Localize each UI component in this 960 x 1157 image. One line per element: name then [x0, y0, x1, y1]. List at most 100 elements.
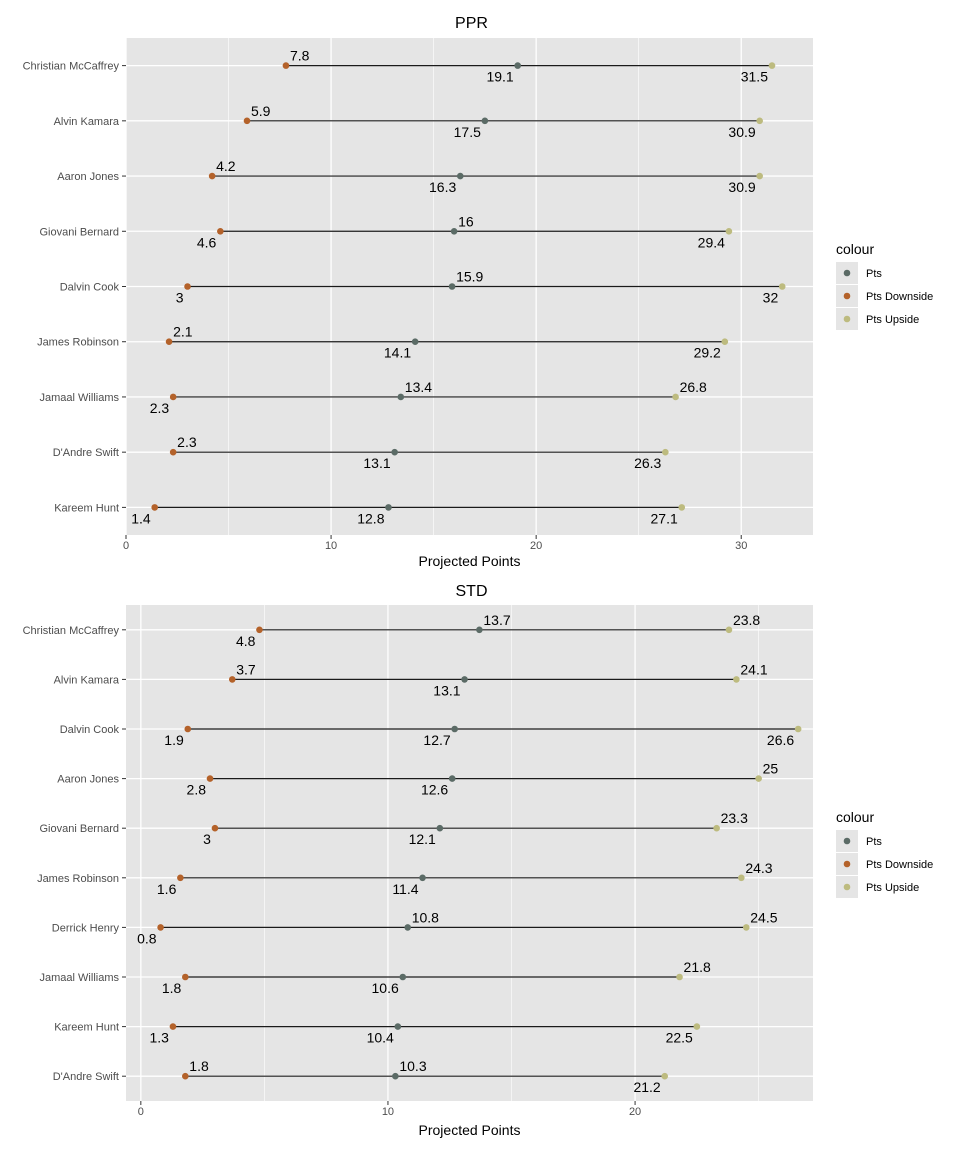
data-label-pts-upside: 21.8: [684, 959, 711, 975]
data-label-pts-downside: 2.3: [150, 400, 170, 416]
data-label-pts: 11.4: [392, 881, 418, 897]
legend-key-point: [843, 315, 851, 323]
legend-label: Pts Downside: [866, 859, 933, 871]
data-label-pts-upside: 24.3: [745, 860, 772, 876]
data-label-pts-upside: 29.2: [694, 345, 721, 361]
data-label-pts-downside: 4.6: [197, 234, 217, 250]
point-pts-upside: [755, 775, 762, 782]
point-pts-upside: [756, 172, 763, 180]
y-tick-label: Christian McCaffrey: [23, 61, 120, 73]
data-label-pts-downside: 1.6: [157, 881, 177, 897]
point-pts-upside: [713, 824, 720, 832]
data-label-pts-upside: 27.1: [651, 510, 678, 526]
point-pts-upside: [678, 504, 686, 511]
point-pts-downside: [169, 393, 177, 401]
legend-label: Pts Upside: [866, 882, 919, 894]
y-tick-label: Jamaal Williams: [40, 972, 120, 984]
data-label-pts-downside: 5.9: [251, 103, 271, 119]
y-tick-label: James Robinson: [37, 337, 119, 349]
point-pts-downside: [228, 676, 236, 683]
point-pts-downside: [182, 973, 189, 981]
data-label-pts-upside: 24.1: [740, 661, 767, 677]
point-pts-downside: [169, 1023, 177, 1030]
legend-key-point: [843, 269, 851, 277]
x-tick-label: 30: [735, 540, 747, 552]
legend-label: Pts: [866, 836, 882, 848]
data-label-pts: 12.6: [421, 782, 448, 798]
y-tick-label: Jamaal Williams: [40, 392, 120, 404]
point-pts-upside: [693, 1023, 701, 1030]
data-label-pts-downside: 4.8: [236, 633, 256, 649]
point-pts-upside: [662, 448, 669, 456]
point-pts-upside: [725, 227, 733, 235]
point-pts-upside: [794, 725, 802, 733]
data-label-pts-downside: 7.8: [290, 48, 310, 64]
y-tick-label: Alvin Kamara: [54, 116, 120, 128]
data-label-pts-upside: 31.5: [741, 69, 768, 85]
data-label-pts: 12.7: [423, 732, 450, 748]
data-label-pts-upside: 23.3: [721, 810, 748, 826]
y-tick-label: Aaron Jones: [57, 774, 119, 786]
point-pts-downside: [184, 283, 191, 290]
point-pts: [450, 227, 458, 235]
point-pts-upside: [756, 117, 763, 125]
legend-label: Pts Downside: [866, 291, 933, 303]
point-pts: [461, 676, 468, 683]
data-label-pts-downside: 2.1: [173, 324, 193, 340]
point-pts: [451, 725, 458, 733]
data-label-pts-upside: 21.2: [633, 1079, 660, 1095]
y-tick-label: Giovani Bernard: [40, 226, 120, 238]
data-label-pts-upside: 26.6: [767, 732, 794, 748]
data-label-pts-upside: 30.9: [728, 124, 755, 140]
point-pts-downside: [282, 62, 290, 69]
x-tick-label: 10: [325, 540, 337, 552]
point-pts-downside: [184, 725, 192, 733]
data-label-pts: 13.4: [405, 379, 432, 395]
x-tick-label: 20: [530, 540, 542, 552]
data-label-pts: 13.1: [433, 682, 460, 698]
point-pts-upside: [778, 283, 786, 290]
legend-key-point: [843, 837, 851, 845]
point-pts: [436, 824, 444, 832]
point-pts: [448, 775, 456, 782]
data-label-pts: 14.1: [384, 345, 411, 361]
y-tick-label: Kareem Hunt: [54, 1022, 119, 1034]
chart-title: PPR: [455, 15, 488, 32]
data-label-pts-downside: 1.8: [189, 1058, 209, 1074]
y-tick-label: Dalvin Cook: [60, 282, 120, 294]
x-tick-label: 10: [382, 1106, 394, 1118]
legend-key-point: [843, 292, 851, 300]
point-pts-downside: [165, 338, 173, 346]
point-pts-upside: [661, 1072, 669, 1080]
point-pts: [394, 1023, 402, 1030]
data-label-pts: 10.4: [367, 1030, 394, 1046]
legend-label: Pts Upside: [866, 314, 919, 326]
point-pts: [411, 338, 419, 346]
point-pts: [404, 924, 412, 931]
data-label-pts: 12.1: [409, 831, 436, 847]
data-label-pts-downside: 3: [203, 831, 211, 847]
y-tick-label: Alvin Kamara: [54, 674, 120, 686]
point-pts: [476, 626, 483, 634]
point-pts-downside: [206, 775, 214, 782]
data-label-pts-upside: 29.4: [698, 234, 725, 250]
point-pts-downside: [243, 117, 251, 125]
point-pts-upside: [738, 874, 745, 882]
y-tick-label: Dalvin Cook: [60, 724, 120, 736]
y-tick-label: Aaron Jones: [57, 171, 119, 183]
y-tick-label: James Robinson: [37, 873, 119, 885]
point-pts-downside: [208, 172, 216, 180]
data-label-pts-downside: 3.7: [236, 661, 256, 677]
data-label-pts: 10.6: [372, 980, 399, 996]
point-pts: [392, 1072, 399, 1080]
legend-label: Pts: [866, 268, 882, 280]
point-pts-downside: [169, 448, 177, 456]
point-pts-upside: [676, 973, 683, 981]
point-pts-upside: [733, 676, 740, 683]
legend-key-point: [843, 860, 851, 868]
data-label-pts: 19.1: [486, 69, 513, 85]
legend: colour Pts Pts Downside Pts Upside: [836, 809, 933, 898]
data-label-pts: 10.8: [412, 909, 439, 925]
